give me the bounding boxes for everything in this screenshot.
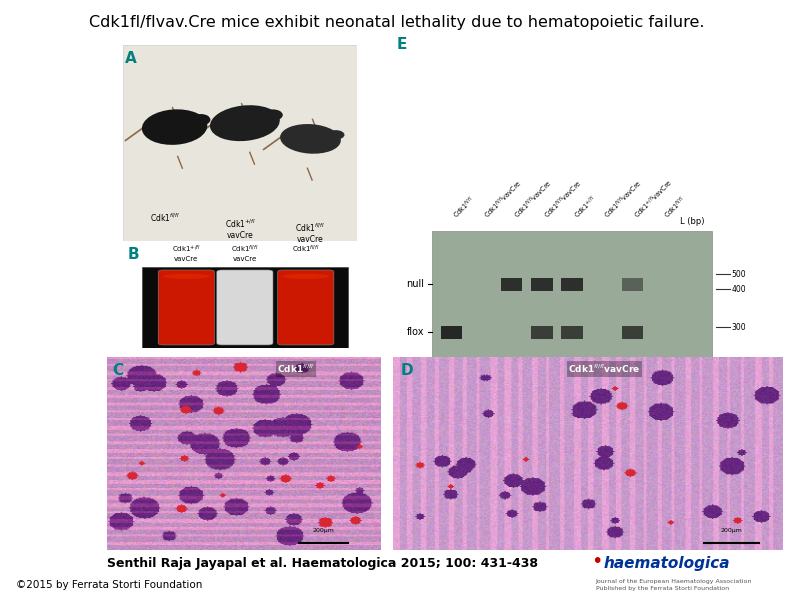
Text: flox: flox	[407, 327, 424, 337]
Ellipse shape	[192, 114, 210, 126]
FancyBboxPatch shape	[561, 325, 583, 339]
Text: Cdk1$^{+/fl}$
vavCre: Cdk1$^{+/fl}$ vavCre	[172, 244, 201, 262]
Ellipse shape	[327, 130, 345, 140]
Text: Cdk1$^{+/fl}$
vavCre: Cdk1$^{+/fl}$ vavCre	[225, 217, 256, 240]
Text: 200: 200	[731, 370, 746, 380]
Text: Published by the Ferrata Storti Foundation: Published by the Ferrata Storti Foundati…	[596, 587, 729, 591]
Text: 200μm: 200μm	[313, 528, 334, 533]
Text: Cdk1$^{fl/fl}$: Cdk1$^{fl/fl}$	[451, 194, 478, 221]
Text: Cdk1$^{+/fl}$vavCre: Cdk1$^{+/fl}$vavCre	[632, 177, 676, 221]
Text: Senthil Raja Jayapal et al. Haematologica 2015; 100: 431-438: Senthil Raja Jayapal et al. Haematologic…	[107, 557, 538, 570]
Text: C: C	[113, 363, 124, 378]
FancyBboxPatch shape	[441, 325, 462, 339]
Text: 200μm: 200μm	[721, 528, 742, 533]
Ellipse shape	[163, 274, 210, 279]
Text: WT: WT	[409, 375, 424, 385]
FancyBboxPatch shape	[531, 278, 553, 291]
Text: Cdk1fl/flvav.Cre mice exhibit neonatal lethality due to hematopoietic failure.: Cdk1fl/flvav.Cre mice exhibit neonatal l…	[89, 15, 705, 30]
Text: Cdk1$^{fl/fl}$vavCre: Cdk1$^{fl/fl}$vavCre	[568, 363, 640, 375]
FancyBboxPatch shape	[531, 325, 553, 339]
FancyBboxPatch shape	[592, 373, 613, 386]
Text: Cdk1$^{fl/fl}$vavCre: Cdk1$^{fl/fl}$vavCre	[481, 178, 525, 221]
Text: Cdk1$^{fl/fl}$: Cdk1$^{fl/fl}$	[292, 244, 320, 255]
Text: L (bp): L (bp)	[680, 217, 705, 226]
Text: 300: 300	[731, 322, 746, 331]
Ellipse shape	[280, 124, 341, 154]
Text: null: null	[407, 280, 424, 289]
Text: 400: 400	[731, 285, 746, 294]
Text: Cdk1$^{fl/fl}$vavCre: Cdk1$^{fl/fl}$vavCre	[542, 178, 585, 221]
FancyBboxPatch shape	[622, 278, 643, 291]
Text: Cdk1$^{fl/fl}$: Cdk1$^{fl/fl}$	[277, 363, 314, 375]
FancyBboxPatch shape	[123, 45, 357, 241]
Text: haematologica: haematologica	[603, 556, 730, 571]
FancyBboxPatch shape	[432, 231, 712, 422]
Text: Cdk1$^{fl/fl}$
vavCre: Cdk1$^{fl/fl}$ vavCre	[231, 244, 259, 262]
FancyBboxPatch shape	[278, 270, 333, 345]
Text: 500: 500	[731, 270, 746, 279]
FancyBboxPatch shape	[158, 270, 214, 345]
Ellipse shape	[283, 274, 330, 279]
FancyBboxPatch shape	[217, 270, 273, 345]
Text: Journal of the European Haematology Association: Journal of the European Haematology Asso…	[596, 580, 752, 584]
FancyBboxPatch shape	[393, 30, 782, 533]
Text: Cdk1$^{fl/fl}$: Cdk1$^{fl/fl}$	[150, 212, 180, 224]
Ellipse shape	[142, 109, 207, 145]
FancyBboxPatch shape	[142, 267, 348, 348]
Text: Cdk1$^{+/fl}$: Cdk1$^{+/fl}$	[572, 193, 599, 221]
Text: Cdk1$^{fl/fl}$: Cdk1$^{fl/fl}$	[662, 194, 689, 221]
Text: B: B	[128, 247, 140, 262]
Text: E: E	[397, 37, 407, 52]
FancyBboxPatch shape	[622, 325, 643, 339]
Text: Cdk1$^{fl/fl}$vavCre: Cdk1$^{fl/fl}$vavCre	[602, 178, 646, 221]
Text: Cdk1$^{fl/fl}$
vavCre: Cdk1$^{fl/fl}$ vavCre	[295, 221, 326, 244]
Ellipse shape	[210, 105, 279, 141]
Ellipse shape	[263, 109, 283, 121]
Text: D: D	[401, 363, 414, 378]
Text: ©2015 by Ferrata Storti Foundation: ©2015 by Ferrata Storti Foundation	[16, 580, 202, 590]
Text: A: A	[125, 51, 137, 65]
FancyBboxPatch shape	[561, 278, 583, 291]
Text: •: •	[592, 552, 603, 571]
Text: Cdk1$^{fl/fl}$vavCre: Cdk1$^{fl/fl}$vavCre	[511, 178, 555, 221]
FancyBboxPatch shape	[501, 278, 522, 291]
